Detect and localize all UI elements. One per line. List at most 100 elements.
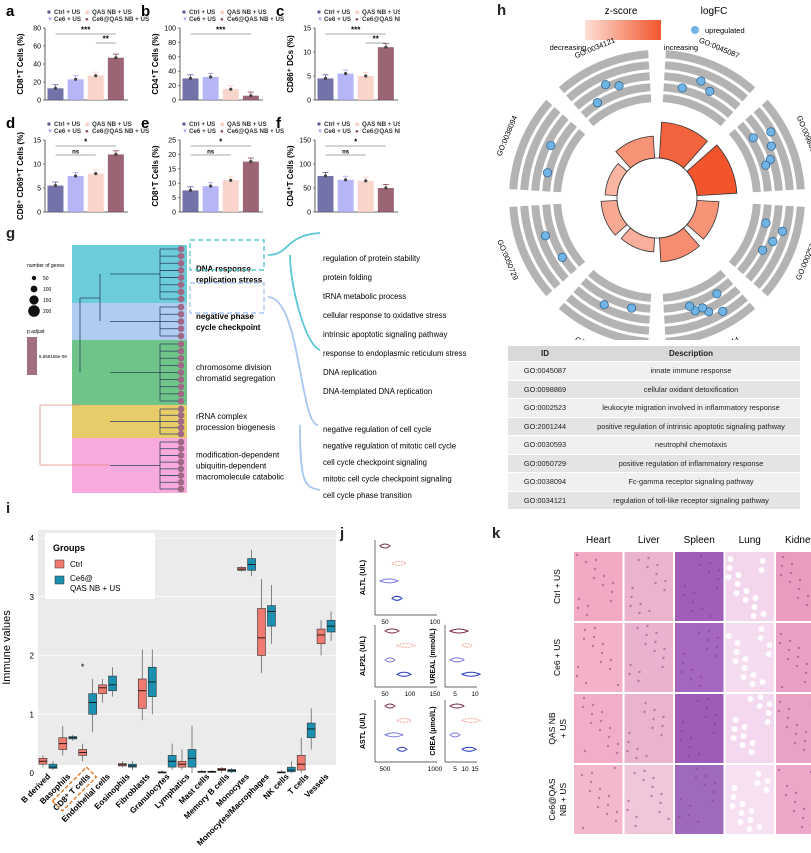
tissue-texture	[655, 573, 657, 575]
legend-swatch	[55, 576, 64, 584]
logfc-dot	[767, 142, 775, 150]
leaf-dot	[178, 348, 185, 355]
tissue-texture	[750, 681, 756, 687]
tissue-texture	[608, 736, 610, 738]
tissue-texture	[601, 711, 603, 713]
genes-legend-value: 50	[43, 276, 49, 282]
legend-marker: ●	[85, 128, 89, 135]
tissue-texture	[659, 802, 661, 804]
legend-marker: ■	[47, 121, 51, 128]
leaf-dot	[178, 486, 185, 493]
tissue-texture	[709, 562, 711, 564]
tissue-texture	[713, 732, 715, 734]
tissue-texture	[699, 685, 701, 687]
legend-marker: ▼	[317, 128, 323, 135]
go-term-label: negative regulation of mitotic cell cycl…	[323, 442, 456, 451]
tissue-texture	[577, 607, 579, 609]
logfc-dot	[767, 128, 775, 136]
legend-label: QAS NB + US	[362, 121, 400, 128]
violin-axis-label: ALTL (U/L)	[360, 560, 367, 595]
tissue-texture	[608, 795, 610, 797]
tissue-texture	[688, 755, 690, 757]
tissue-texture	[759, 567, 765, 573]
table-cell-description: leukocyte migration involved in inflamma…	[582, 399, 800, 418]
tissue-texture	[730, 803, 736, 809]
violin-shape	[397, 643, 415, 647]
term-brace	[268, 233, 320, 350]
table-cell-id: GO:0050729	[508, 454, 582, 473]
legend-marker: ●	[355, 16, 359, 23]
tissue-texture	[582, 706, 584, 708]
histology-image	[776, 765, 811, 834]
tissue-texture	[767, 642, 773, 648]
tissue-texture	[756, 771, 762, 777]
bar-chart-d: d■Ctrl + US▼Ce6 + US◆QAS NB + US●Ce6@QAS…	[6, 115, 149, 220]
tissue-texture	[714, 723, 716, 725]
tissue-texture	[732, 785, 738, 791]
inner-ring	[617, 158, 697, 238]
logfc-dot	[778, 227, 786, 235]
panel-label-d: d	[6, 115, 15, 132]
logfc-dot	[543, 169, 551, 177]
data-point	[114, 153, 117, 156]
y-tick-label: 3	[30, 593, 35, 602]
data-point	[229, 179, 232, 182]
tissue-texture	[700, 555, 702, 557]
tissue-texture	[678, 816, 680, 818]
bar-3	[378, 47, 394, 100]
box-0	[317, 629, 325, 644]
violin-shape	[385, 629, 399, 633]
histology-panel: k HeartLiverSpleenLungKidneyCtrl + USCe6…	[490, 525, 811, 848]
tissue-texture	[804, 681, 806, 683]
logfc-dot	[706, 87, 714, 95]
tissue-texture	[651, 786, 653, 788]
data-point	[74, 78, 77, 81]
padj-legend-value: 6.659155e-09	[39, 354, 67, 359]
tissue-texture	[652, 718, 654, 720]
x-tick-label: 5	[453, 766, 457, 773]
go-term-label: DNA-templated DNA replication	[323, 387, 432, 396]
violin-shape	[392, 596, 402, 600]
tissue-texture	[639, 603, 641, 605]
tissue-texture	[582, 827, 584, 829]
tissue-texture	[696, 768, 698, 770]
legend-marker: ■	[317, 121, 321, 128]
histology-image	[675, 765, 724, 834]
tissue-texture	[653, 650, 655, 652]
go-band	[663, 94, 726, 126]
tissue-texture	[706, 707, 708, 709]
tissue-texture	[785, 794, 787, 796]
y-tick-label: 40	[168, 69, 176, 76]
leaf-dot	[178, 376, 185, 383]
tissue-texture	[749, 808, 755, 814]
tissue-texture	[594, 568, 596, 570]
violin-shape	[462, 718, 480, 722]
tissue-texture	[590, 722, 592, 724]
tissue-texture	[581, 774, 583, 776]
data-point	[344, 178, 347, 181]
legend-marker: ●	[220, 16, 224, 23]
sig-label: *	[354, 138, 358, 147]
tissue-texture	[747, 826, 753, 832]
table-cell-id: GO:2001244	[508, 417, 582, 436]
tissue-texture	[765, 719, 771, 725]
tissue-texture	[592, 645, 594, 647]
cluster-label: modification-dependent	[196, 451, 280, 460]
leaf-dot	[178, 406, 185, 413]
legend-label: Ce6@QAS NB + US	[362, 16, 400, 23]
tissue-texture	[707, 698, 709, 700]
histology-image	[726, 623, 775, 692]
tissue-texture	[645, 634, 647, 636]
tissue-texture	[781, 686, 783, 688]
sig-label: *	[219, 138, 223, 147]
leaf-dot	[178, 445, 185, 452]
tissue-texture	[638, 671, 640, 673]
tissue-texture	[779, 701, 781, 703]
go-term-label: cellular response to oxidative stress	[323, 311, 447, 320]
